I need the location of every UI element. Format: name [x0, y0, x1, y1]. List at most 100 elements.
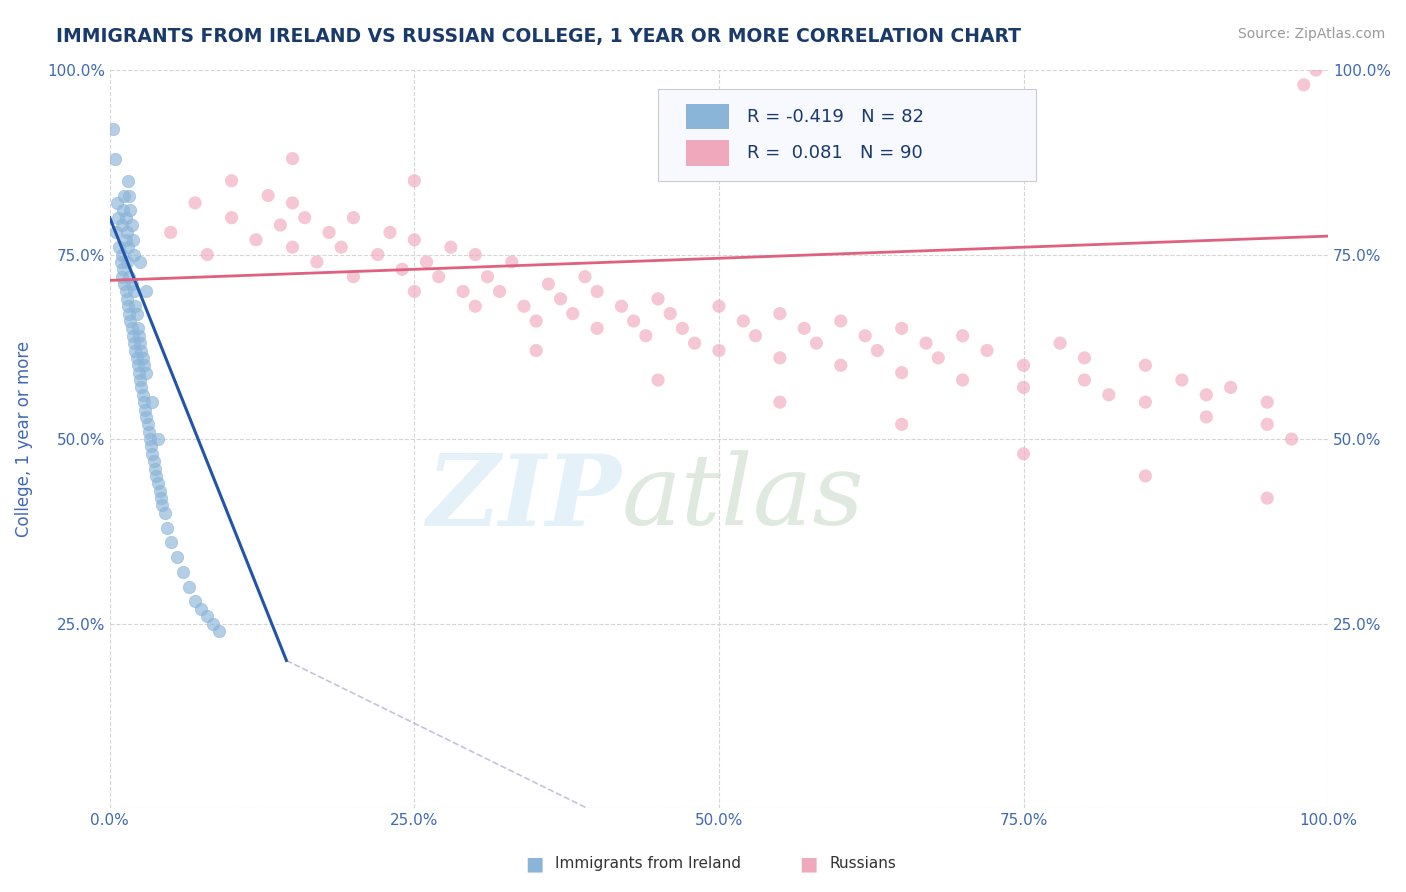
Point [120, 314, 142, 328]
Point [391, 262, 413, 277]
Point [112, 203, 135, 218]
Point [143, 461, 166, 475]
Point [127, 358, 149, 372]
Point [634, 328, 657, 343]
Point [513, 299, 536, 313]
Point [131, 343, 153, 358]
Point [440, 240, 463, 254]
Point [1281, 432, 1303, 446]
Point [830, 358, 852, 372]
Point [1135, 395, 1157, 409]
Point [221, 174, 243, 188]
Point [1135, 358, 1157, 372]
Point [148, 432, 170, 446]
Point [114, 233, 136, 247]
Point [1012, 380, 1035, 394]
Point [127, 321, 149, 335]
Point [135, 366, 157, 380]
Point [141, 395, 163, 409]
Text: R =  0.081   N = 90: R = 0.081 N = 90 [747, 144, 922, 161]
Point [1292, 78, 1315, 92]
Point [112, 188, 135, 202]
Point [156, 521, 179, 535]
Point [647, 373, 669, 387]
Point [139, 432, 162, 446]
Point [952, 373, 974, 387]
Point [112, 277, 135, 291]
Point [172, 565, 194, 579]
Point [1135, 469, 1157, 483]
Point [103, 122, 125, 136]
Point [117, 174, 139, 188]
Point [149, 491, 172, 505]
Point [177, 580, 200, 594]
Point [647, 292, 669, 306]
Point [128, 328, 150, 343]
Point [367, 247, 389, 261]
Point [707, 343, 730, 358]
Point [281, 195, 304, 210]
Point [115, 255, 138, 269]
Point [561, 307, 583, 321]
Text: IMMIGRANTS FROM IRELAND VS RUSSIAN COLLEGE, 1 YEAR OR MORE CORRELATION CHART: IMMIGRANTS FROM IRELAND VS RUSSIAN COLLE… [56, 27, 1021, 45]
Point [451, 285, 474, 299]
Point [141, 447, 163, 461]
Point [501, 255, 523, 269]
Point [404, 174, 426, 188]
Point [118, 188, 141, 202]
Point [806, 336, 828, 351]
Point [769, 307, 792, 321]
Point [427, 269, 450, 284]
Point [115, 226, 138, 240]
Point [1012, 358, 1035, 372]
Point [1073, 373, 1095, 387]
Point [1256, 417, 1278, 432]
Point [1049, 336, 1071, 351]
Point [330, 240, 353, 254]
Point [159, 535, 181, 549]
Point [138, 425, 160, 439]
Point [135, 409, 157, 424]
Point [107, 211, 129, 225]
Point [477, 269, 499, 284]
Point [122, 247, 145, 261]
Point [190, 602, 212, 616]
Point [195, 609, 218, 624]
Point [733, 314, 755, 328]
Point [111, 269, 134, 284]
Point [281, 240, 304, 254]
Point [342, 211, 364, 225]
Point [117, 240, 139, 254]
Point [1073, 351, 1095, 365]
Point [131, 380, 153, 394]
Point [830, 314, 852, 328]
Point [550, 292, 572, 306]
Point [623, 314, 645, 328]
Point [1256, 395, 1278, 409]
Point [574, 269, 596, 284]
Point [108, 240, 131, 254]
Point [1195, 409, 1218, 424]
Point [744, 328, 766, 343]
Point [890, 366, 912, 380]
Point [890, 321, 912, 335]
Point [378, 226, 401, 240]
Point [121, 277, 143, 291]
Point [104, 226, 127, 240]
Point [166, 550, 188, 565]
Text: ZIP: ZIP [426, 450, 621, 547]
Point [269, 218, 291, 232]
Point [537, 277, 560, 291]
Point [149, 483, 172, 498]
Point [131, 388, 153, 402]
Point [132, 395, 155, 409]
Point [927, 351, 949, 365]
Point [114, 211, 136, 225]
Point [671, 321, 693, 335]
Text: Russians: Russians [830, 856, 897, 871]
Point [122, 336, 145, 351]
Point [150, 499, 173, 513]
Y-axis label: College, 1 year or more: College, 1 year or more [15, 341, 32, 537]
Point [122, 233, 145, 247]
Point [586, 321, 609, 335]
